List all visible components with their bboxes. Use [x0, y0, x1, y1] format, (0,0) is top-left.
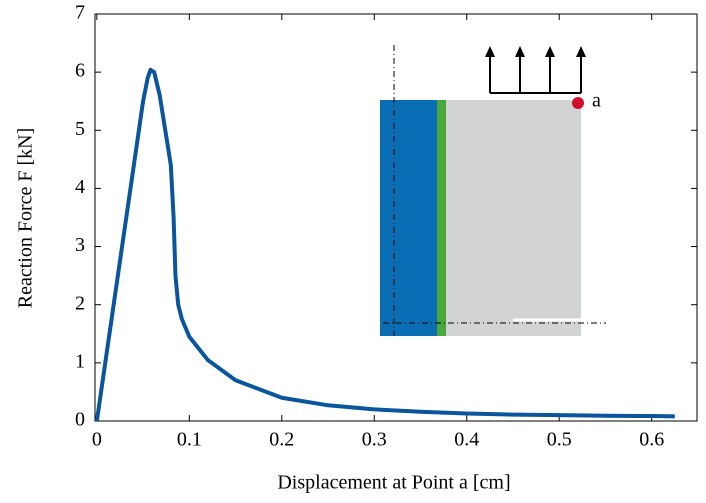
blue-layer — [380, 100, 437, 336]
x-tick-label: 0.5 — [547, 429, 572, 451]
x-tick-label: 0 — [92, 429, 102, 451]
y-tick-label: 4 — [75, 176, 85, 198]
x-tick-label: 0.3 — [362, 429, 387, 451]
y-tick-label: 6 — [75, 60, 85, 82]
y-tick-label: 3 — [75, 234, 85, 256]
y-tick-label: 5 — [75, 118, 85, 140]
y-tick-label: 0 — [75, 409, 85, 431]
x-axis-label: Displacement at Point a [cm] — [277, 472, 510, 494]
y-tick-label: 1 — [75, 350, 85, 372]
data-line — [94, 67, 675, 422]
y-tick-label: 7 — [75, 2, 85, 24]
y-tick-label: 2 — [75, 292, 85, 314]
gray-layer — [446, 100, 581, 336]
x-tick-label: 0.4 — [454, 429, 479, 451]
y-axis-label: Reaction Force F [kN] — [15, 128, 37, 309]
green-layer — [437, 100, 446, 336]
x-tick-label: 0.2 — [269, 429, 294, 451]
load-arrows — [485, 46, 586, 93]
plot-frame — [94, 13, 698, 422]
inset-diagram: a — [380, 45, 606, 336]
point-a — [572, 97, 584, 109]
x-tick-label: 0.6 — [639, 429, 664, 451]
point-label: a — [592, 90, 601, 112]
x-tick-label: 0.1 — [177, 429, 202, 451]
